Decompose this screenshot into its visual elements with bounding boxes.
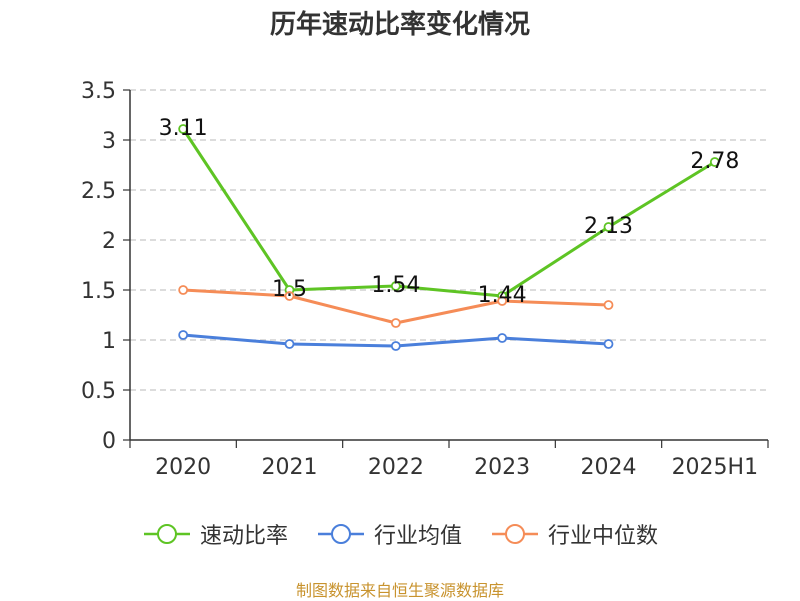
data-label: 2.13 — [584, 214, 633, 239]
data-point — [603, 300, 614, 310]
y-tick-label: 2 — [102, 229, 116, 254]
legend-marker-quick-ratio — [143, 524, 190, 544]
y-tick-label: 3.5 — [81, 79, 116, 104]
legend-label-quick-ratio: 速动比率 — [199, 524, 288, 549]
data-point — [497, 333, 508, 343]
data-point — [497, 296, 508, 306]
y-tick-label: 0 — [102, 429, 116, 454]
y-tick-label: 1 — [102, 329, 116, 354]
legend-item-quick-ratio[interactable]: 速动比率 — [142, 518, 288, 550]
series-lines — [178, 124, 720, 351]
legend-item-industry-median[interactable]: 行业中位数 — [490, 518, 658, 550]
chart-title: 历年速动比率变化情况 — [269, 10, 530, 40]
legend: 速动比率 行业均值 行业中位数 — [0, 518, 800, 550]
data-point — [284, 339, 295, 349]
y-tick-label: 1.5 — [81, 279, 116, 304]
source-note: 制图数据来自恒生聚源数据库 — [295, 581, 504, 600]
data-label: 3.11 — [159, 116, 208, 141]
x-tick-label: 2020 — [155, 455, 211, 480]
x-tick-label: 2024 — [581, 455, 637, 480]
data-point — [390, 318, 401, 328]
data-point — [390, 341, 401, 351]
axes: 0 0.5 1 1.5 2 2.5 3 3.5 2020 2021 2022 2023 2024 2025… — [81, 79, 769, 480]
y-tick-label: 2.5 — [81, 179, 116, 204]
legend-label-industry-median: 行业中位数 — [548, 524, 659, 549]
series-line-0 — [181, 128, 716, 298]
x-tick-label: 2022 — [368, 455, 424, 480]
data-point — [603, 222, 614, 232]
x-tick-label: 2023 — [474, 455, 530, 480]
legend-marker-industry-median — [492, 524, 538, 544]
x-tick-label: 2025H1 — [672, 455, 759, 480]
data-label: 1.5 — [272, 277, 307, 302]
data-label: 1.44 — [478, 283, 527, 308]
legend-label-industry-mean: 行业均值 — [373, 524, 462, 549]
data-point — [178, 330, 189, 340]
data-point — [390, 281, 401, 291]
y-tick-label: 3 — [102, 129, 116, 154]
gridlines — [130, 89, 768, 391]
data-labels: 3.11 1.5 1.54 1.44 2.13 2.78 — [159, 116, 740, 308]
legend-marker-industry-mean — [317, 524, 364, 544]
data-point — [603, 339, 614, 349]
data-label: 2.78 — [690, 149, 739, 174]
x-tick-label: 2021 — [262, 455, 318, 480]
data-point — [284, 291, 295, 301]
data-point — [709, 157, 720, 167]
data-point — [178, 285, 189, 295]
data-point — [178, 124, 189, 134]
legend-item-industry-mean[interactable]: 行业均值 — [316, 518, 462, 550]
data-label: 1.54 — [371, 273, 420, 298]
y-tick-label: 0.5 — [81, 379, 116, 404]
